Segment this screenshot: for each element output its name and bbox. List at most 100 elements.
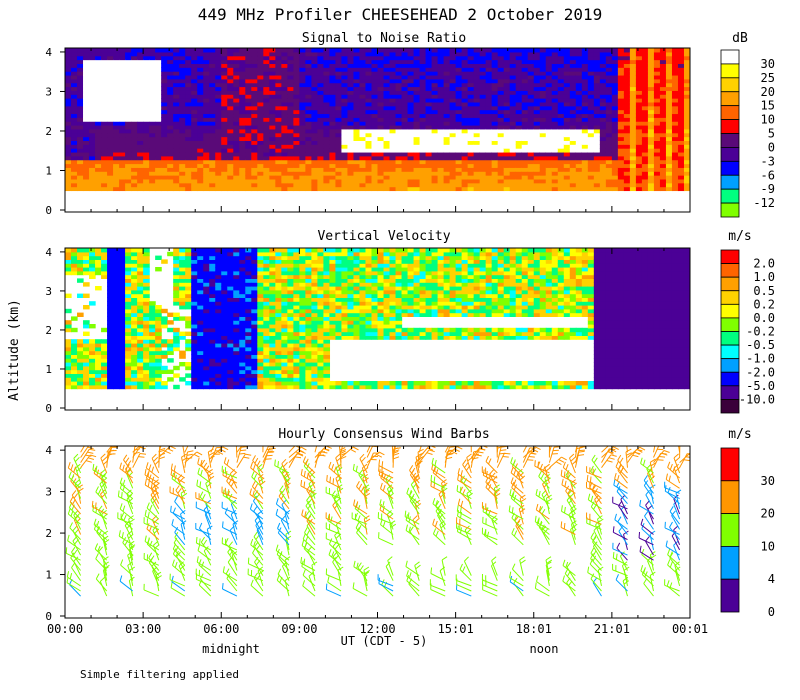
field-cell <box>419 51 427 57</box>
field-cell <box>473 182 481 188</box>
field-cell <box>551 171 559 176</box>
field-cell <box>239 109 246 115</box>
field-cell <box>83 263 90 268</box>
field-cell <box>575 117 583 122</box>
field-cell <box>275 74 282 80</box>
field-cell <box>287 71 294 76</box>
field-cell <box>623 151 631 157</box>
field-cell <box>179 270 186 276</box>
field-cell <box>119 312 126 317</box>
field-cell <box>659 59 667 64</box>
field-cell <box>143 48 150 53</box>
field-cell <box>125 331 132 336</box>
field-cell <box>455 171 463 176</box>
field-cell <box>191 286 198 291</box>
field-cell <box>629 159 637 165</box>
field-cell <box>389 98 397 103</box>
field-cell <box>587 113 595 118</box>
field-cell <box>431 163 439 168</box>
field-cell <box>545 98 553 103</box>
field-cell <box>71 90 78 95</box>
field-cell <box>671 132 679 138</box>
field-cell <box>587 78 595 84</box>
field-cell <box>383 90 391 95</box>
field-cell <box>119 136 126 141</box>
field-cell <box>197 159 204 165</box>
field-cell <box>203 358 210 363</box>
field-cell <box>125 343 132 348</box>
field-cell <box>131 109 138 115</box>
field-cell <box>89 163 96 168</box>
field-cell <box>227 163 234 168</box>
field-cell <box>473 113 481 118</box>
field-cell <box>533 155 541 161</box>
field-cell <box>125 113 132 118</box>
field-cell <box>449 71 457 76</box>
field-cell <box>137 297 144 302</box>
field-cell <box>437 128 445 134</box>
field-cell <box>449 63 457 68</box>
field-cell <box>503 151 511 157</box>
field-cell <box>383 98 391 103</box>
field-cell <box>521 94 529 99</box>
field-cell <box>173 151 180 157</box>
field-cell <box>665 67 673 72</box>
field-cell <box>245 335 252 340</box>
field-cell <box>293 101 300 107</box>
field-cell <box>443 78 451 84</box>
field-cell <box>221 148 228 153</box>
field-cell <box>659 121 667 126</box>
field-cell <box>125 51 132 57</box>
field-cell <box>581 136 589 141</box>
field-cell <box>395 59 403 64</box>
field-cell <box>131 354 138 359</box>
field-cell <box>509 182 517 188</box>
field-cell <box>65 267 72 272</box>
field-cell <box>215 335 222 340</box>
field-cell <box>605 175 613 180</box>
field-cell <box>431 117 439 122</box>
field-cell <box>653 132 661 138</box>
field-cell <box>539 178 547 184</box>
field-cell <box>389 117 397 122</box>
field-cell <box>335 163 343 168</box>
field-cell <box>437 67 445 72</box>
field-cell <box>71 113 78 118</box>
field-cell <box>125 171 132 176</box>
field-cell <box>293 163 300 168</box>
field-cell <box>473 175 481 180</box>
field-cell <box>101 55 108 61</box>
field-cell <box>305 71 312 76</box>
field-cell <box>143 178 150 184</box>
field-cell <box>179 48 186 53</box>
field-cell <box>539 63 547 68</box>
field-cell <box>83 59 90 64</box>
field-cell <box>635 74 643 80</box>
field-cell <box>347 94 355 99</box>
field-cell <box>323 109 331 115</box>
field-cell <box>503 186 511 192</box>
field-cell <box>251 175 258 180</box>
field-cell <box>125 282 132 287</box>
field-cell <box>203 98 210 103</box>
field-cell <box>215 175 222 180</box>
field-cell <box>245 178 252 184</box>
field-cell <box>257 316 264 321</box>
field-cell <box>611 113 619 118</box>
field-cell <box>245 117 252 122</box>
field-cell <box>149 369 156 374</box>
field-cell <box>581 140 589 145</box>
field-cell <box>431 113 439 118</box>
field-cell <box>605 63 613 68</box>
field-cell <box>383 144 391 149</box>
field-cell <box>149 186 156 192</box>
field-cell <box>383 121 391 126</box>
field-cell <box>113 270 120 276</box>
field-cell <box>677 71 685 76</box>
field-cell <box>545 159 553 165</box>
field-cell <box>233 90 240 95</box>
field-cell <box>221 305 228 310</box>
field-cell <box>413 163 421 168</box>
field-cell <box>509 59 517 64</box>
field-cell <box>503 121 511 126</box>
